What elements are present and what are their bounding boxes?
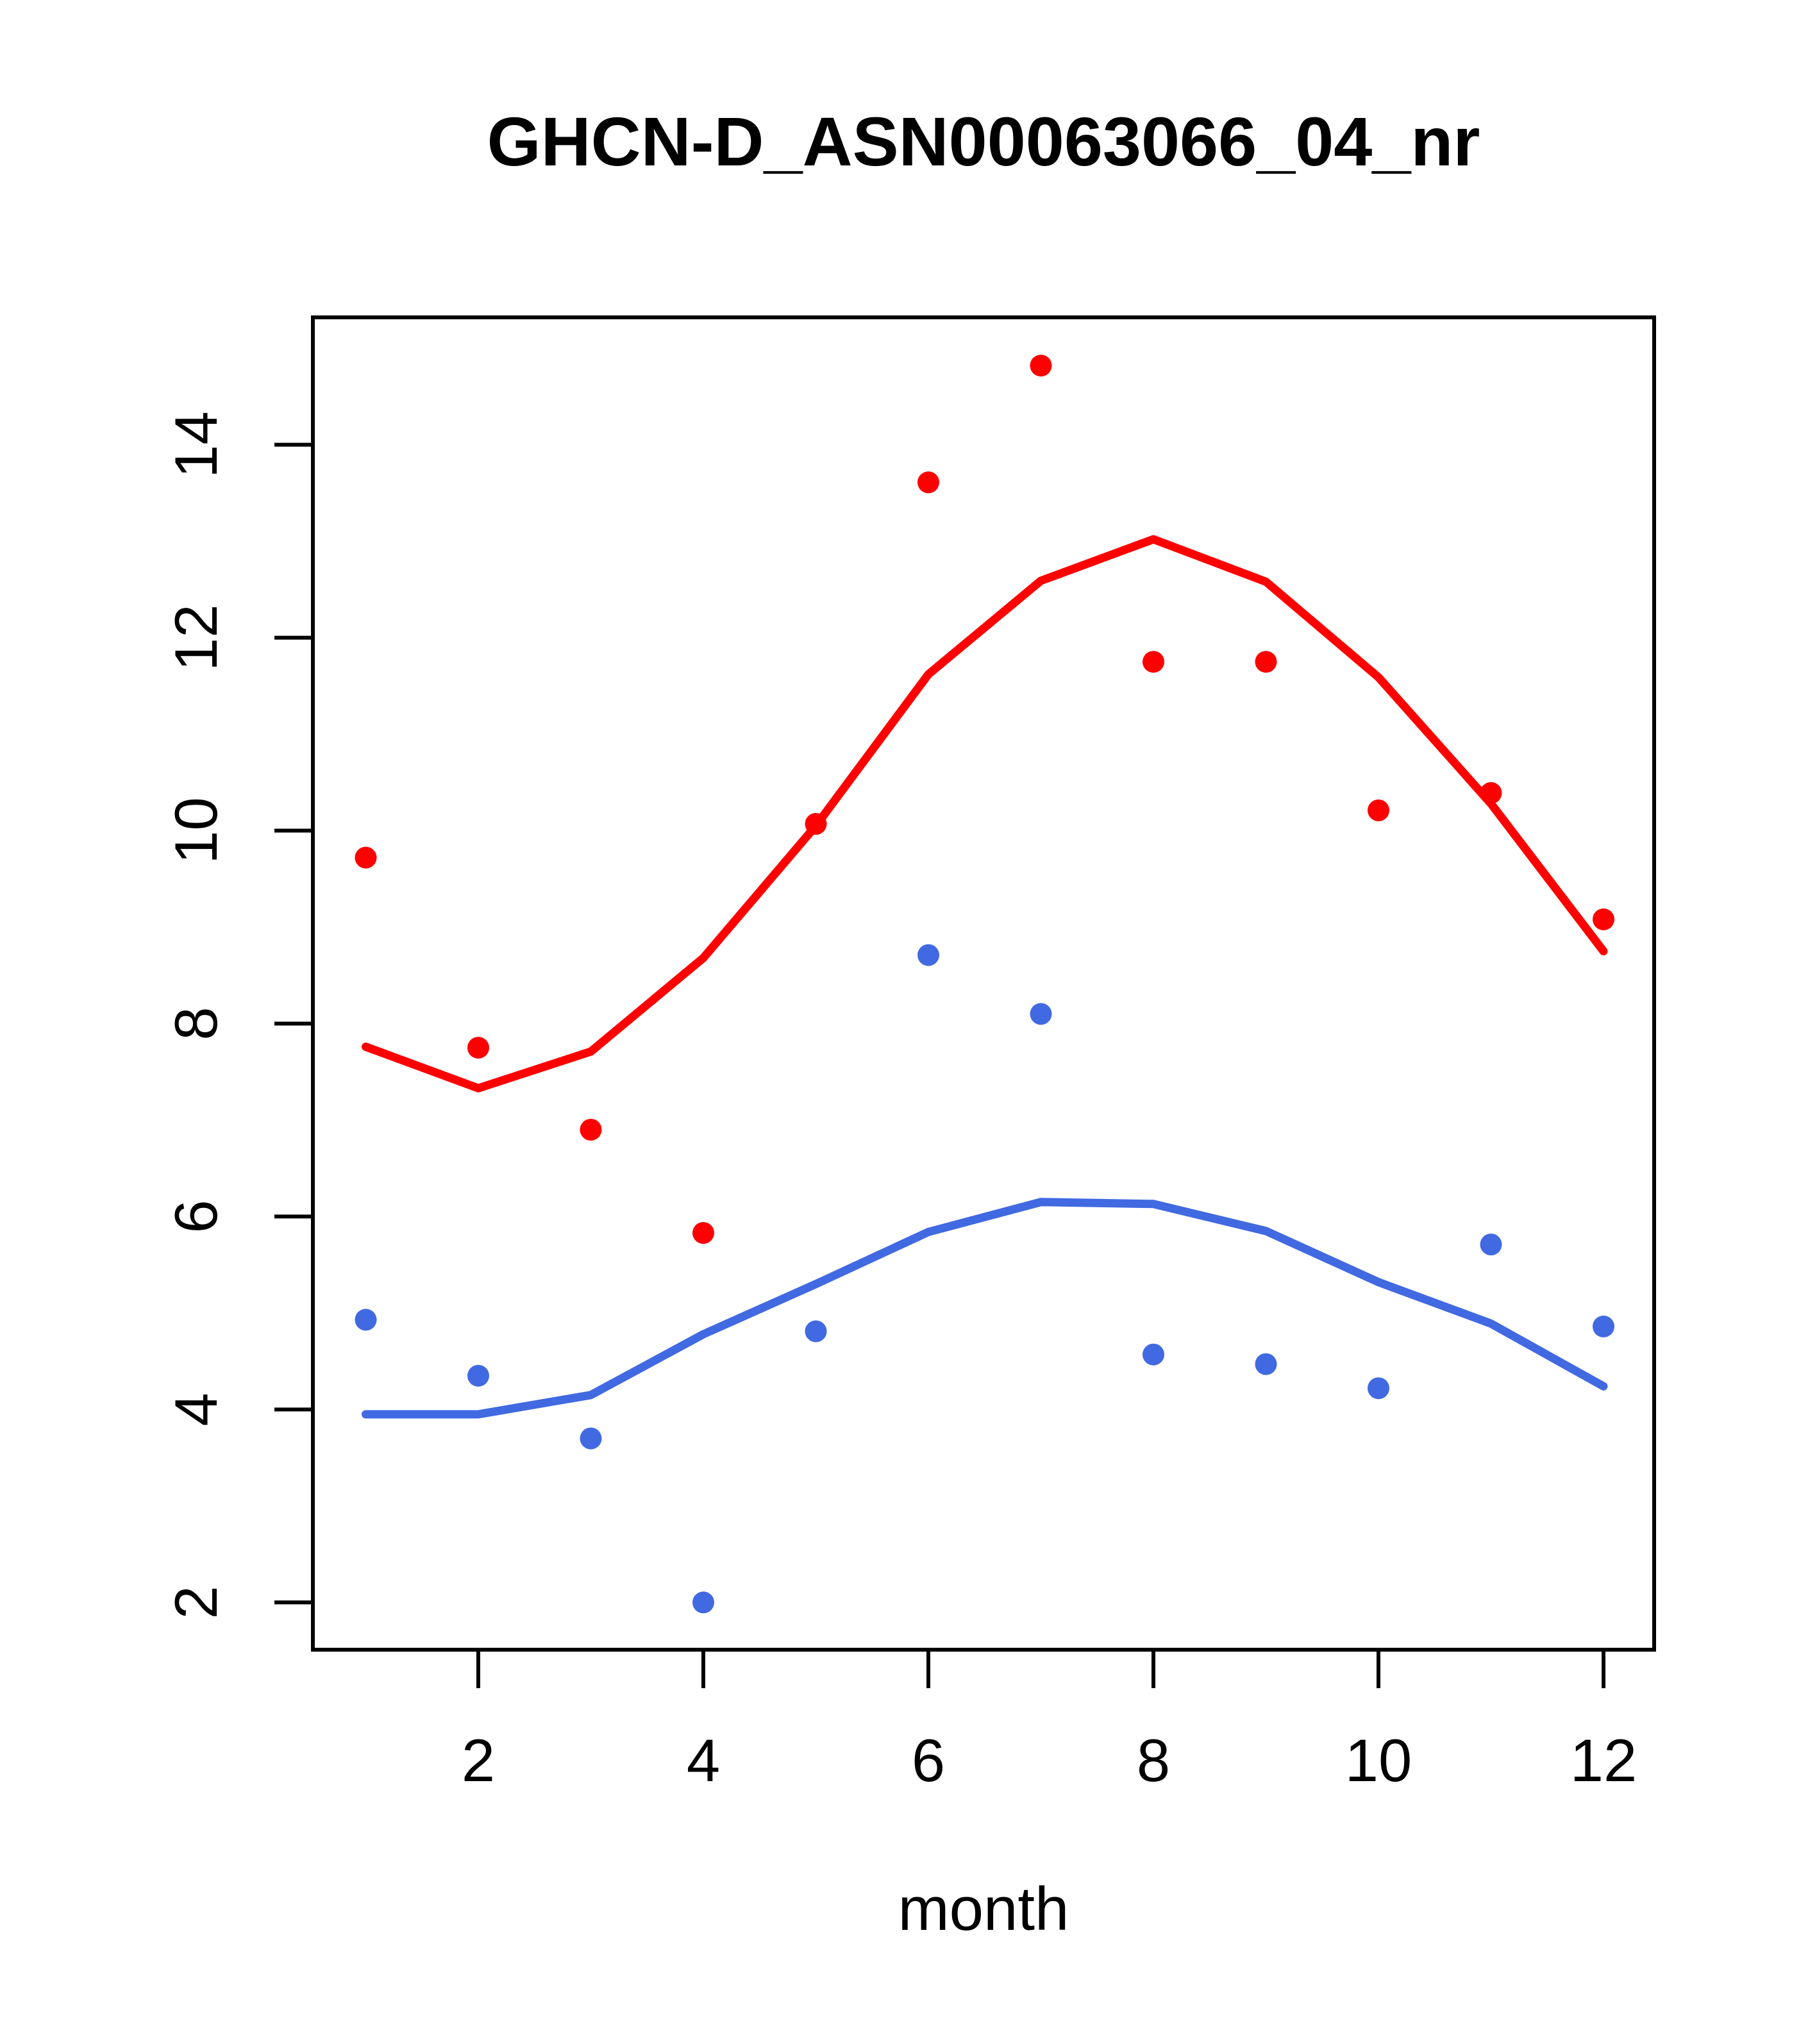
y-tick-label: 6 [162,1200,230,1233]
x-tick-label: 12 [1570,1727,1637,1794]
red-points-marker [467,1037,489,1059]
y-tick-label: 2 [162,1586,230,1619]
red-points-marker [805,813,827,835]
plot-border [311,315,1656,1652]
fit-lines [362,535,1608,1419]
blue-points-marker [805,1320,827,1343]
y-tick-label: 4 [162,1393,230,1426]
red-points-marker [1030,355,1052,377]
red-points-marker [1368,799,1389,821]
x-tick-label: 10 [1345,1727,1412,1794]
x-tick-label: 8 [1137,1727,1170,1794]
y-tick-label: 8 [162,1007,230,1040]
chart-title: GHCN-D_ASN00063066_04_nr [487,103,1480,180]
y-tick-label: 12 [162,604,230,671]
x-axis-label: month [898,1875,1069,1943]
x-tick-label: 6 [912,1727,945,1794]
blue-points-marker [1255,1353,1277,1375]
data-points [355,355,1614,1614]
blue-points-marker [1593,1315,1614,1337]
blue-points-marker [692,1591,714,1614]
blue-points-marker [1030,1003,1052,1025]
blue-points-marker [355,1309,377,1331]
red-points-marker [355,846,377,869]
red-points-marker [1480,782,1502,804]
red-points-marker [917,471,939,494]
y-tick-label: 10 [162,797,230,864]
red-points-marker [580,1119,602,1141]
blue-points-marker [580,1427,602,1450]
blue-points-marker [467,1364,489,1387]
red-points-marker [1143,651,1164,673]
x-tick-label: 4 [687,1727,720,1794]
blue-points-marker [917,944,939,966]
y-axis-ticks: 2 4 6 8 10 12 14 [162,411,313,1619]
y-tick-label: 14 [162,411,230,478]
red-points-marker [1255,651,1277,673]
blue-points-marker [1480,1234,1502,1255]
blue-points-marker [1368,1377,1389,1400]
red-points-marker [1593,908,1614,930]
x-axis-ticks: 2 4 6 8 10 12 [462,1650,1637,1794]
red-fit-line [362,535,1608,1093]
blue-fit-line [362,1198,1608,1419]
blue-points-marker [1143,1343,1164,1366]
red-points-marker [692,1222,714,1244]
x-tick-label: 2 [462,1727,495,1794]
